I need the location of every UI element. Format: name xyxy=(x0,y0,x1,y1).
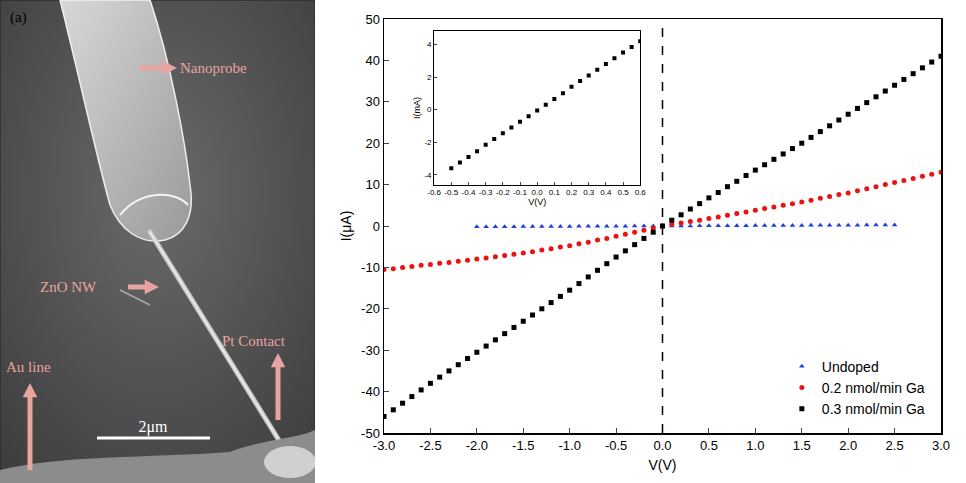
svg-text:-0.4: -0.4 xyxy=(462,188,476,197)
svg-text:50: 50 xyxy=(365,12,379,27)
svg-text:ZnO NW: ZnO NW xyxy=(40,279,97,295)
svg-text:1.5: 1.5 xyxy=(793,438,811,453)
svg-text:-4: -4 xyxy=(424,171,432,180)
svg-text:3.0: 3.0 xyxy=(932,438,950,453)
svg-text:V(V): V(V) xyxy=(528,197,546,207)
svg-text:0.1: 0.1 xyxy=(549,188,561,197)
svg-text:0.4: 0.4 xyxy=(600,188,612,197)
svg-text:-3.0: -3.0 xyxy=(373,438,395,453)
svg-text:-30: -30 xyxy=(361,343,380,358)
svg-text:I(μA): I(μA) xyxy=(338,211,354,242)
svg-text:-0.5: -0.5 xyxy=(444,188,458,197)
svg-text:0.0: 0.0 xyxy=(532,188,544,197)
svg-text:-2.0: -2.0 xyxy=(466,438,488,453)
svg-text:0.0: 0.0 xyxy=(653,438,671,453)
svg-text:0.2: 0.2 xyxy=(566,188,578,197)
svg-text:30: 30 xyxy=(365,94,379,109)
svg-text:1.0: 1.0 xyxy=(746,438,764,453)
svg-text:-2: -2 xyxy=(424,138,432,147)
svg-text:I(mA): I(mA) xyxy=(412,97,422,119)
svg-text:0.3: 0.3 xyxy=(583,188,595,197)
svg-text:0.5: 0.5 xyxy=(700,438,718,453)
svg-text:-10: -10 xyxy=(361,260,380,275)
svg-text:-0.6: -0.6 xyxy=(427,188,441,197)
svg-text:0: 0 xyxy=(373,219,380,234)
svg-text:(a): (a) xyxy=(10,9,27,26)
svg-text:-1.5: -1.5 xyxy=(512,438,534,453)
svg-text:20: 20 xyxy=(365,136,379,151)
svg-text:V(V): V(V) xyxy=(649,457,677,473)
svg-text:2.5: 2.5 xyxy=(886,438,904,453)
svg-text:-1.0: -1.0 xyxy=(558,438,580,453)
svg-text:-0.2: -0.2 xyxy=(496,188,510,197)
svg-text:0.6: 0.6 xyxy=(635,188,647,197)
svg-text:-0.3: -0.3 xyxy=(479,188,493,197)
svg-text:40: 40 xyxy=(365,53,379,68)
svg-text:0.2 nmol/min Ga: 0.2 nmol/min Ga xyxy=(822,380,925,396)
svg-text:0.3 nmol/min Ga: 0.3 nmol/min Ga xyxy=(822,401,925,417)
svg-text:2μm: 2μm xyxy=(138,418,168,436)
svg-text:0: 0 xyxy=(427,105,432,114)
svg-text:Undoped: Undoped xyxy=(822,359,879,375)
svg-text:-20: -20 xyxy=(361,301,380,316)
svg-text:-50: -50 xyxy=(361,426,380,441)
svg-text:Pt Contact: Pt Contact xyxy=(222,333,286,349)
svg-text:0.5: 0.5 xyxy=(617,188,629,197)
svg-text:-0.5: -0.5 xyxy=(605,438,627,453)
svg-text:4: 4 xyxy=(427,40,432,49)
svg-text:2: 2 xyxy=(427,73,432,82)
svg-text:Au line: Au line xyxy=(6,359,51,375)
svg-text:2.0: 2.0 xyxy=(839,438,857,453)
svg-text:-2.5: -2.5 xyxy=(419,438,441,453)
svg-text:Nanoprobe: Nanoprobe xyxy=(180,60,247,76)
svg-text:-0.1: -0.1 xyxy=(513,188,527,197)
svg-text:10: 10 xyxy=(365,177,379,192)
svg-text:-40: -40 xyxy=(361,384,380,399)
